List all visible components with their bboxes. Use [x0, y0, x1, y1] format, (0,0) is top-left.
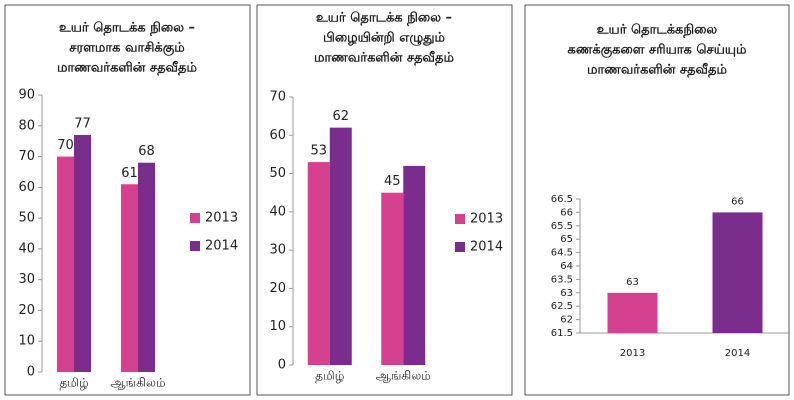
y-tick-label: 64 [560, 261, 573, 272]
data-label: 66 [731, 196, 744, 207]
legend-label: 2014 [205, 239, 238, 254]
y-tick-label: 30 [18, 272, 35, 287]
data-label: 62 [332, 109, 349, 124]
y-tick-label: 10 [269, 319, 286, 334]
y-tick-label: 0 [27, 365, 35, 380]
x-tick-label: தமிழ் [315, 369, 344, 383]
data-label: 68 [138, 144, 155, 159]
chart-title: மாணவர்களின் சதவீதம் [587, 62, 727, 78]
x-tick-label: தமிழ் [59, 376, 88, 390]
bar [607, 292, 658, 333]
bar [329, 127, 352, 365]
y-tick-label: 0 [278, 358, 286, 373]
y-tick-label: 40 [269, 204, 286, 219]
bar [138, 162, 155, 372]
x-tick-label: ஆங்கிலம் [376, 369, 431, 383]
data-label: 53 [310, 144, 327, 159]
y-tick-label: 50 [18, 211, 35, 226]
y-tick-label: 65 [560, 234, 573, 245]
x-tick-label: 2013 [620, 348, 645, 359]
legend-label: 2014 [470, 240, 503, 255]
chart-title: மாணவர்களின் சதவீதம் [314, 50, 454, 66]
y-tick-label: 90 [18, 88, 35, 103]
y-tick-label: 50 [269, 166, 286, 181]
chart-title: உயர் தொடக்க நிலை – [316, 11, 452, 26]
legend-label: 2013 [470, 212, 503, 227]
chart-title: கணக்குகளை சரியாக செய்யும் [568, 43, 747, 58]
y-tick-label: 60 [18, 180, 35, 195]
chart-title: சரளமாக வாசிக்கும் [69, 41, 185, 56]
y-tick-label: 60 [269, 128, 286, 143]
data-label: 45 [384, 174, 401, 189]
y-tick-label: 40 [18, 241, 35, 256]
data-label: 77 [74, 117, 91, 132]
bar [381, 192, 404, 365]
bar [121, 184, 138, 372]
bar [712, 212, 763, 333]
chart-title: மாணவர்களின் சதவீதம் [57, 60, 197, 76]
y-tick-label: 30 [269, 243, 286, 258]
bar [403, 165, 426, 365]
y-tick-label: 20 [269, 281, 286, 296]
legend-swatch [190, 241, 200, 251]
bar [307, 162, 330, 365]
chart-title: உயர் தொடக்க நிலை – [59, 21, 195, 36]
y-tick-label: 63.5 [551, 274, 573, 285]
legend-label: 2013 [205, 211, 238, 226]
y-tick-label: 70 [269, 90, 286, 105]
bar [74, 135, 91, 372]
y-tick-label: 63 [560, 288, 573, 299]
legend-swatch [190, 213, 200, 223]
data-label: 63 [626, 277, 639, 288]
data-label: 61 [121, 166, 138, 181]
y-tick-label: 66.5 [551, 194, 573, 205]
y-tick-label: 10 [18, 334, 35, 349]
chart-title: பிழையின்றி எழுதும் [323, 31, 446, 47]
legend-swatch [455, 242, 465, 252]
y-tick-label: 62 [560, 315, 573, 326]
y-tick-label: 65.5 [551, 221, 573, 232]
legend-swatch [455, 214, 465, 224]
y-tick-label: 62.5 [551, 301, 573, 312]
chart-title: உயர் தொடக்கநிலை [597, 23, 718, 38]
y-tick-label: 20 [18, 303, 35, 318]
y-tick-label: 64.5 [551, 248, 573, 259]
x-tick-label: 2014 [725, 348, 750, 359]
y-tick-label: 70 [18, 149, 35, 164]
bar [57, 156, 74, 372]
y-tick-label: 80 [18, 118, 35, 133]
y-tick-label: 61.5 [551, 328, 573, 339]
x-tick-label: ஆங்கிலம் [110, 376, 165, 390]
data-label: 70 [57, 138, 74, 153]
y-tick-label: 66 [560, 207, 573, 218]
